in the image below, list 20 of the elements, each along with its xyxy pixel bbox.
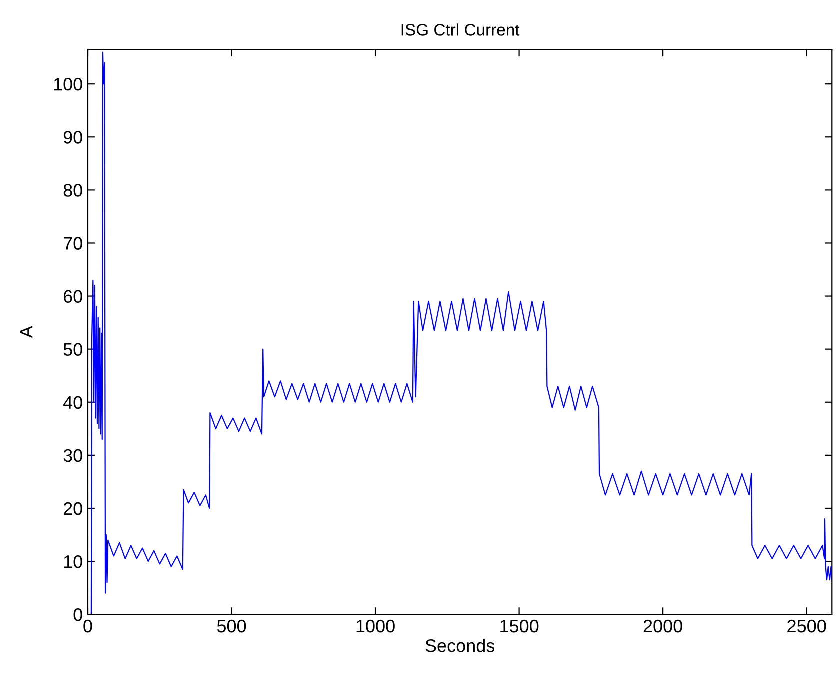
y-tick-label: 10 (64, 555, 82, 568)
y-tick-label: 80 (64, 184, 82, 197)
y-tick-label: 60 (64, 290, 82, 304)
y-tick-label: 50 (64, 343, 82, 356)
x-tick-label: 1000 (356, 620, 395, 633)
y-tick-label: 0 (74, 608, 82, 622)
x-tick-label: 2500 (788, 620, 826, 633)
y-tick-label: 40 (63, 396, 82, 410)
x-axis-title: Seconds (426, 639, 495, 652)
x-tick-label: 500 (217, 620, 246, 633)
chart-title: ISG Ctrl Current (402, 24, 520, 36)
y-tick-label: 70 (64, 237, 82, 250)
x-tick-label: 0 (84, 620, 92, 633)
y-tick-label: 90 (64, 131, 82, 144)
x-tick-label: 2000 (644, 620, 682, 633)
x-tick-label: 1500 (500, 620, 539, 633)
y-tick-label: 20 (64, 502, 82, 516)
y-axis-title: A (20, 326, 33, 338)
y-tick-label: 100 (54, 78, 82, 91)
y-tick-label: 30 (64, 449, 82, 462)
